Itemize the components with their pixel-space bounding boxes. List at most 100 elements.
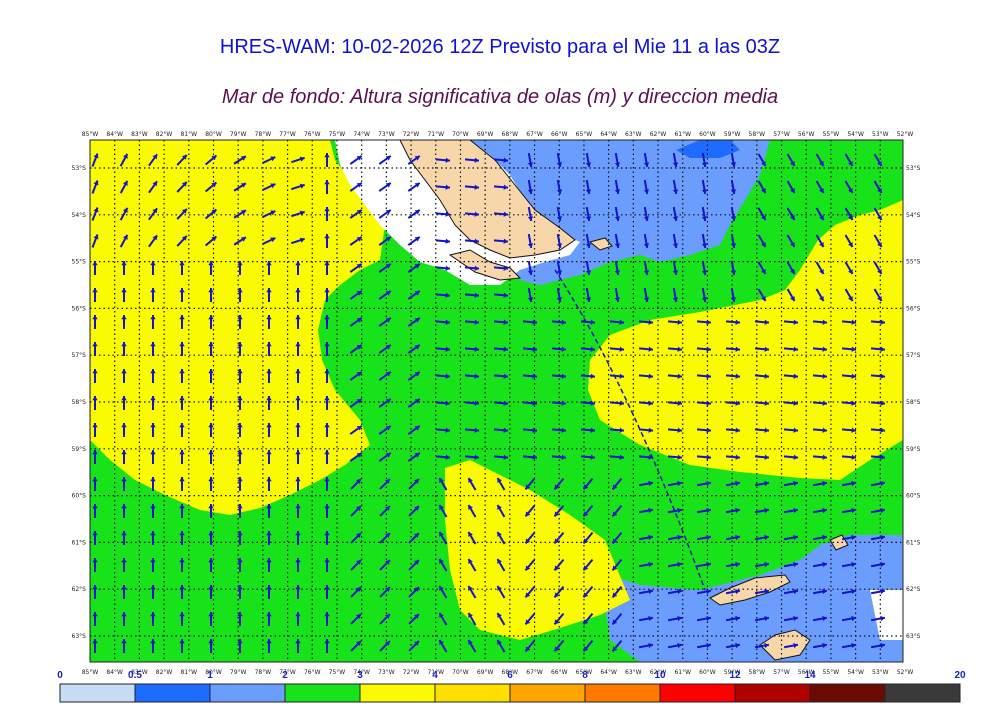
direction-arrow bbox=[119, 207, 129, 221]
direction-arrow bbox=[176, 154, 188, 166]
direction-arrow bbox=[208, 558, 214, 572]
direction-arrow bbox=[870, 373, 886, 379]
direction-arrow bbox=[556, 233, 563, 249]
direction-arrow bbox=[553, 639, 565, 653]
direction-arrow bbox=[754, 588, 770, 595]
direction-arrow bbox=[324, 531, 330, 545]
direction-arrow bbox=[237, 585, 243, 599]
direction-arrow bbox=[464, 211, 480, 217]
direction-arrow bbox=[611, 477, 623, 491]
direction-arrow bbox=[150, 423, 156, 437]
lat-label-right: 61°S bbox=[906, 539, 921, 546]
direction-arrow bbox=[378, 236, 392, 246]
direction-arrow bbox=[349, 344, 363, 354]
colorbar-tick-label: 14 bbox=[804, 670, 816, 681]
direction-arrow bbox=[150, 558, 156, 572]
swell-3-4m-region-west bbox=[90, 140, 385, 515]
direction-arrow bbox=[324, 558, 330, 572]
lon-label-bottom: 77°W bbox=[279, 669, 296, 676]
direction-arrow bbox=[324, 153, 330, 167]
direction-arrow bbox=[553, 504, 565, 518]
direction-arrow bbox=[378, 452, 392, 462]
direction-arrow bbox=[754, 319, 770, 325]
direction-arrow bbox=[730, 287, 737, 303]
direction-arrow bbox=[609, 454, 625, 460]
direction-arrow bbox=[582, 477, 594, 491]
direction-arrow bbox=[580, 346, 596, 352]
lat-label-left: 57°S bbox=[72, 352, 87, 359]
direction-arrow bbox=[556, 206, 563, 222]
direction-arrow bbox=[844, 153, 854, 167]
direction-arrow bbox=[324, 288, 330, 302]
direction-arrow bbox=[92, 558, 98, 572]
direction-arrow bbox=[324, 639, 330, 653]
direction-arrow bbox=[870, 534, 886, 541]
lon-label-bottom: 66°W bbox=[551, 669, 568, 676]
direction-arrow bbox=[121, 261, 127, 275]
direction-arrow bbox=[91, 234, 99, 248]
direction-arrow bbox=[556, 152, 563, 168]
direction-arrow bbox=[522, 400, 538, 406]
direction-arrow bbox=[464, 292, 480, 298]
direction-arrow bbox=[696, 319, 712, 325]
colorbar-tick-label: 0 bbox=[57, 670, 63, 681]
direction-arrow bbox=[208, 504, 214, 518]
direction-arrow bbox=[179, 288, 185, 302]
direction-arrow bbox=[121, 477, 127, 491]
direction-arrow bbox=[266, 639, 272, 653]
colorbar-swatch bbox=[809, 683, 886, 703]
direction-arrow bbox=[407, 371, 421, 381]
direction-arrow bbox=[553, 477, 565, 491]
lat-label-left: 55°S bbox=[72, 259, 87, 266]
direction-arrow bbox=[870, 642, 886, 649]
lon-label-bottom: 75°W bbox=[329, 669, 346, 676]
lon-label-bottom: 70°W bbox=[452, 669, 469, 676]
direction-arrow bbox=[496, 585, 506, 599]
direction-arrow bbox=[614, 179, 621, 195]
direction-arrow bbox=[324, 180, 330, 194]
direction-arrow bbox=[119, 180, 129, 194]
direction-arrow bbox=[407, 155, 421, 165]
direction-arrow bbox=[527, 206, 534, 222]
direction-arrow bbox=[754, 534, 770, 541]
direction-arrow bbox=[638, 534, 654, 541]
direction-arrow bbox=[92, 504, 98, 518]
direction-arrow bbox=[730, 206, 737, 222]
direction-arrow bbox=[725, 319, 741, 325]
direction-arrow bbox=[696, 373, 712, 379]
lon-label-top: 76°W bbox=[304, 131, 321, 138]
direction-arrow bbox=[435, 157, 451, 163]
direction-arrow bbox=[121, 639, 127, 653]
direction-arrow bbox=[148, 207, 158, 221]
direction-arrow bbox=[379, 613, 391, 625]
direction-arrow bbox=[757, 288, 767, 302]
direction-arrow bbox=[349, 182, 363, 192]
direction-arrow bbox=[638, 400, 654, 406]
direction-arrow bbox=[150, 612, 156, 626]
direction-arrow bbox=[438, 558, 448, 572]
direction-arrow bbox=[379, 478, 391, 490]
direction-arrow bbox=[435, 265, 451, 271]
lon-label-top: 53°W bbox=[872, 131, 889, 138]
direction-arrow bbox=[696, 400, 712, 406]
direction-arrow bbox=[150, 585, 156, 599]
direction-arrow bbox=[324, 612, 330, 626]
direction-arrow bbox=[696, 615, 712, 622]
direction-arrow bbox=[611, 585, 623, 599]
lon-label-top: 55°W bbox=[823, 131, 840, 138]
direction-arrow bbox=[237, 396, 243, 410]
direction-arrow bbox=[754, 480, 770, 487]
colorbar-swatch bbox=[434, 683, 511, 703]
lat-label-left: 53°S bbox=[72, 165, 87, 172]
direction-arrow bbox=[349, 236, 363, 246]
direction-arrow bbox=[121, 504, 127, 518]
direction-arrow bbox=[611, 504, 623, 518]
lon-label-bottom: 63°W bbox=[625, 669, 642, 676]
direction-arrow bbox=[638, 588, 654, 595]
direction-arrow bbox=[725, 588, 741, 595]
direction-arrow bbox=[378, 425, 392, 435]
direction-arrow bbox=[493, 400, 509, 406]
direction-arrow bbox=[208, 315, 214, 329]
direction-arrow bbox=[754, 400, 770, 406]
direction-arrow bbox=[208, 261, 214, 275]
